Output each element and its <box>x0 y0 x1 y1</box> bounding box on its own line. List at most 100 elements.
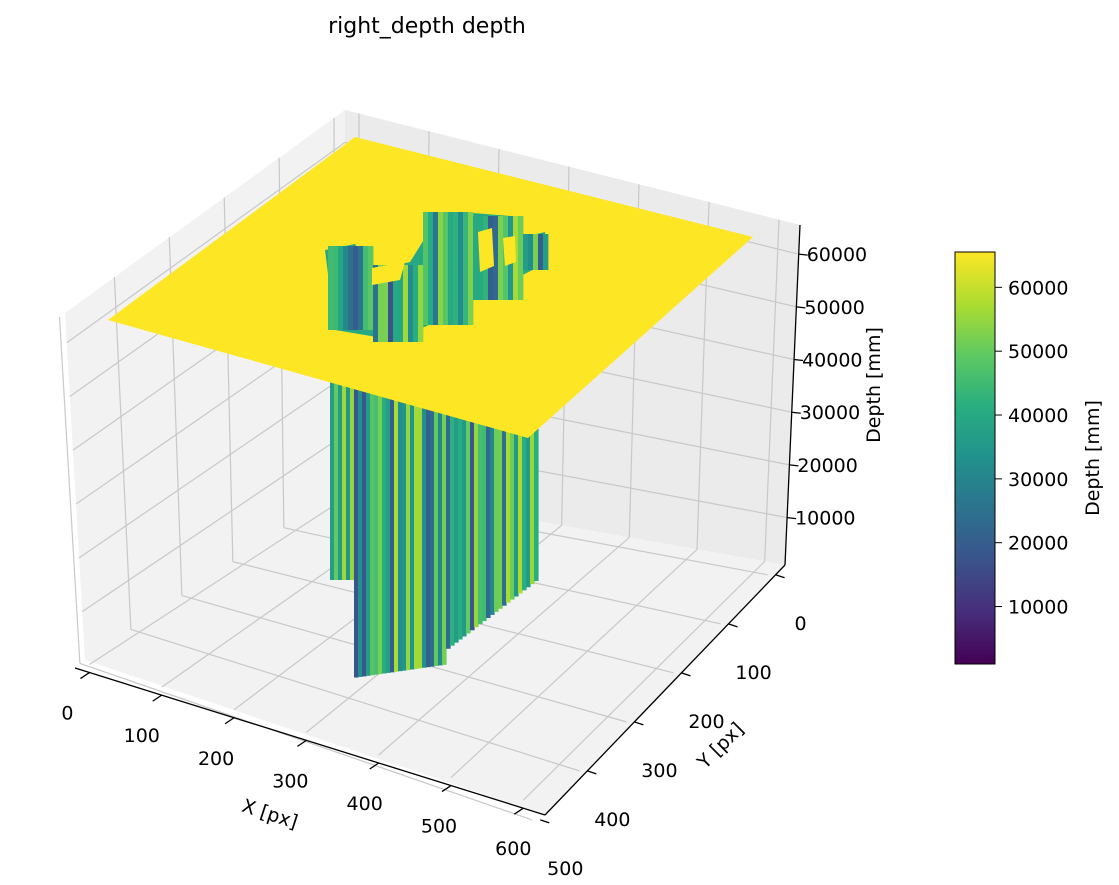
hand-column <box>353 246 359 330</box>
z-tick-label: 20000 <box>797 455 857 477</box>
hand-column <box>408 265 414 342</box>
depth-column <box>402 390 407 671</box>
depth-column <box>362 384 367 677</box>
y-tick-label: 400 <box>594 809 630 831</box>
hand-column <box>468 212 474 325</box>
chart-title: right_depth depth <box>328 14 526 39</box>
depth-column <box>398 389 403 672</box>
depth-column <box>350 382 355 580</box>
depth-column <box>354 383 359 678</box>
hand-cutout <box>325 212 549 342</box>
x-tick-label: 300 <box>272 770 308 792</box>
hand-column <box>403 265 409 342</box>
hand-column <box>533 234 539 270</box>
depth-column <box>430 394 435 667</box>
depth-column <box>454 397 459 643</box>
finger-gap <box>478 228 494 272</box>
depth-column <box>366 385 371 676</box>
y-tick-label: 100 <box>735 662 771 684</box>
depth-column <box>330 380 335 580</box>
hand-column <box>348 246 354 330</box>
hand-column <box>463 212 469 325</box>
depth-column <box>414 392 419 669</box>
x-axis-line <box>74 667 546 816</box>
hand-column <box>368 246 374 330</box>
depth-column <box>434 395 439 666</box>
hand-column <box>438 212 444 325</box>
hand-column <box>498 216 504 300</box>
x-tick-label: 600 <box>495 838 531 860</box>
colorbar-gradient <box>954 251 996 665</box>
depth-column <box>338 381 343 580</box>
hand-column <box>338 246 344 330</box>
depth-column <box>342 381 347 580</box>
depth-column <box>462 399 467 637</box>
x-tick-label: 400 <box>347 793 383 815</box>
z-tick-label: 10000 <box>795 508 855 530</box>
hand-column <box>458 212 464 325</box>
depth-column <box>422 393 427 668</box>
depth-column <box>426 393 431 668</box>
depth-column <box>450 397 455 646</box>
axis-lines <box>74 224 801 816</box>
hand-column <box>518 216 524 300</box>
colorbar-ticks: 10000 20000 30000 40000 50000 60000 <box>995 277 1068 619</box>
y-axis-line <box>544 564 786 816</box>
hand-column <box>523 234 529 270</box>
depth-column <box>418 392 423 669</box>
hand-column <box>343 246 349 330</box>
depth-column <box>490 403 495 615</box>
depth-column <box>526 408 531 588</box>
hand-column <box>473 216 479 300</box>
depth-column <box>502 404 507 606</box>
hand-column <box>413 265 419 342</box>
depth-column <box>458 398 463 640</box>
hand-column <box>423 212 429 325</box>
colorbar: 10000 20000 30000 40000 50000 60000 Depth [mm… <box>954 251 1104 665</box>
x-tick-label: 500 <box>421 816 457 838</box>
colorbar-tick-label: 50000 <box>1008 341 1068 363</box>
z-tick-label: 50000 <box>804 297 864 319</box>
x-tick-labels: 0 100 200 300 400 500 600 <box>61 703 531 861</box>
depth-column <box>510 405 515 600</box>
z-tick-label: 30000 <box>800 402 860 424</box>
colorbar-tick-label: 30000 <box>1008 469 1068 491</box>
depth-columns <box>330 380 539 678</box>
z-tick-label: 60000 <box>807 244 867 266</box>
depth-column <box>374 386 379 675</box>
x-axis-title: X [px] <box>239 795 300 834</box>
y-tick-label: 500 <box>547 858 583 880</box>
hand-column <box>378 265 384 342</box>
depth-column <box>382 387 387 674</box>
y-tick-label: 200 <box>688 711 724 733</box>
depth-column <box>478 401 483 625</box>
hand-column <box>538 234 544 270</box>
hand-column <box>333 246 339 330</box>
depth-column <box>470 400 475 631</box>
depth-column <box>494 403 499 612</box>
hand-column <box>443 212 449 325</box>
depth-column <box>534 409 539 582</box>
depth-column <box>466 399 471 634</box>
y-tick-label: 0 <box>795 613 807 635</box>
hand-column <box>363 246 369 330</box>
z-axis-title: Depth [mm] <box>863 327 885 443</box>
z-tick-label: 40000 <box>802 350 862 372</box>
x-tick-label: 200 <box>198 748 234 770</box>
depth-column <box>518 407 523 594</box>
depth-column <box>474 400 479 628</box>
colorbar-tick-label: 10000 <box>1008 597 1068 619</box>
hand-column <box>383 265 389 342</box>
finger-gap <box>503 236 516 266</box>
depth-column <box>446 396 451 649</box>
depth-column <box>406 390 411 671</box>
hand-column <box>453 212 459 325</box>
colorbar-tick-label: 40000 <box>1008 405 1068 427</box>
depth-column <box>378 386 383 675</box>
depth-column <box>530 408 535 585</box>
hand-column <box>433 212 439 325</box>
hand-column <box>373 265 379 342</box>
finger-gap <box>372 262 405 285</box>
depth-column <box>438 395 443 666</box>
